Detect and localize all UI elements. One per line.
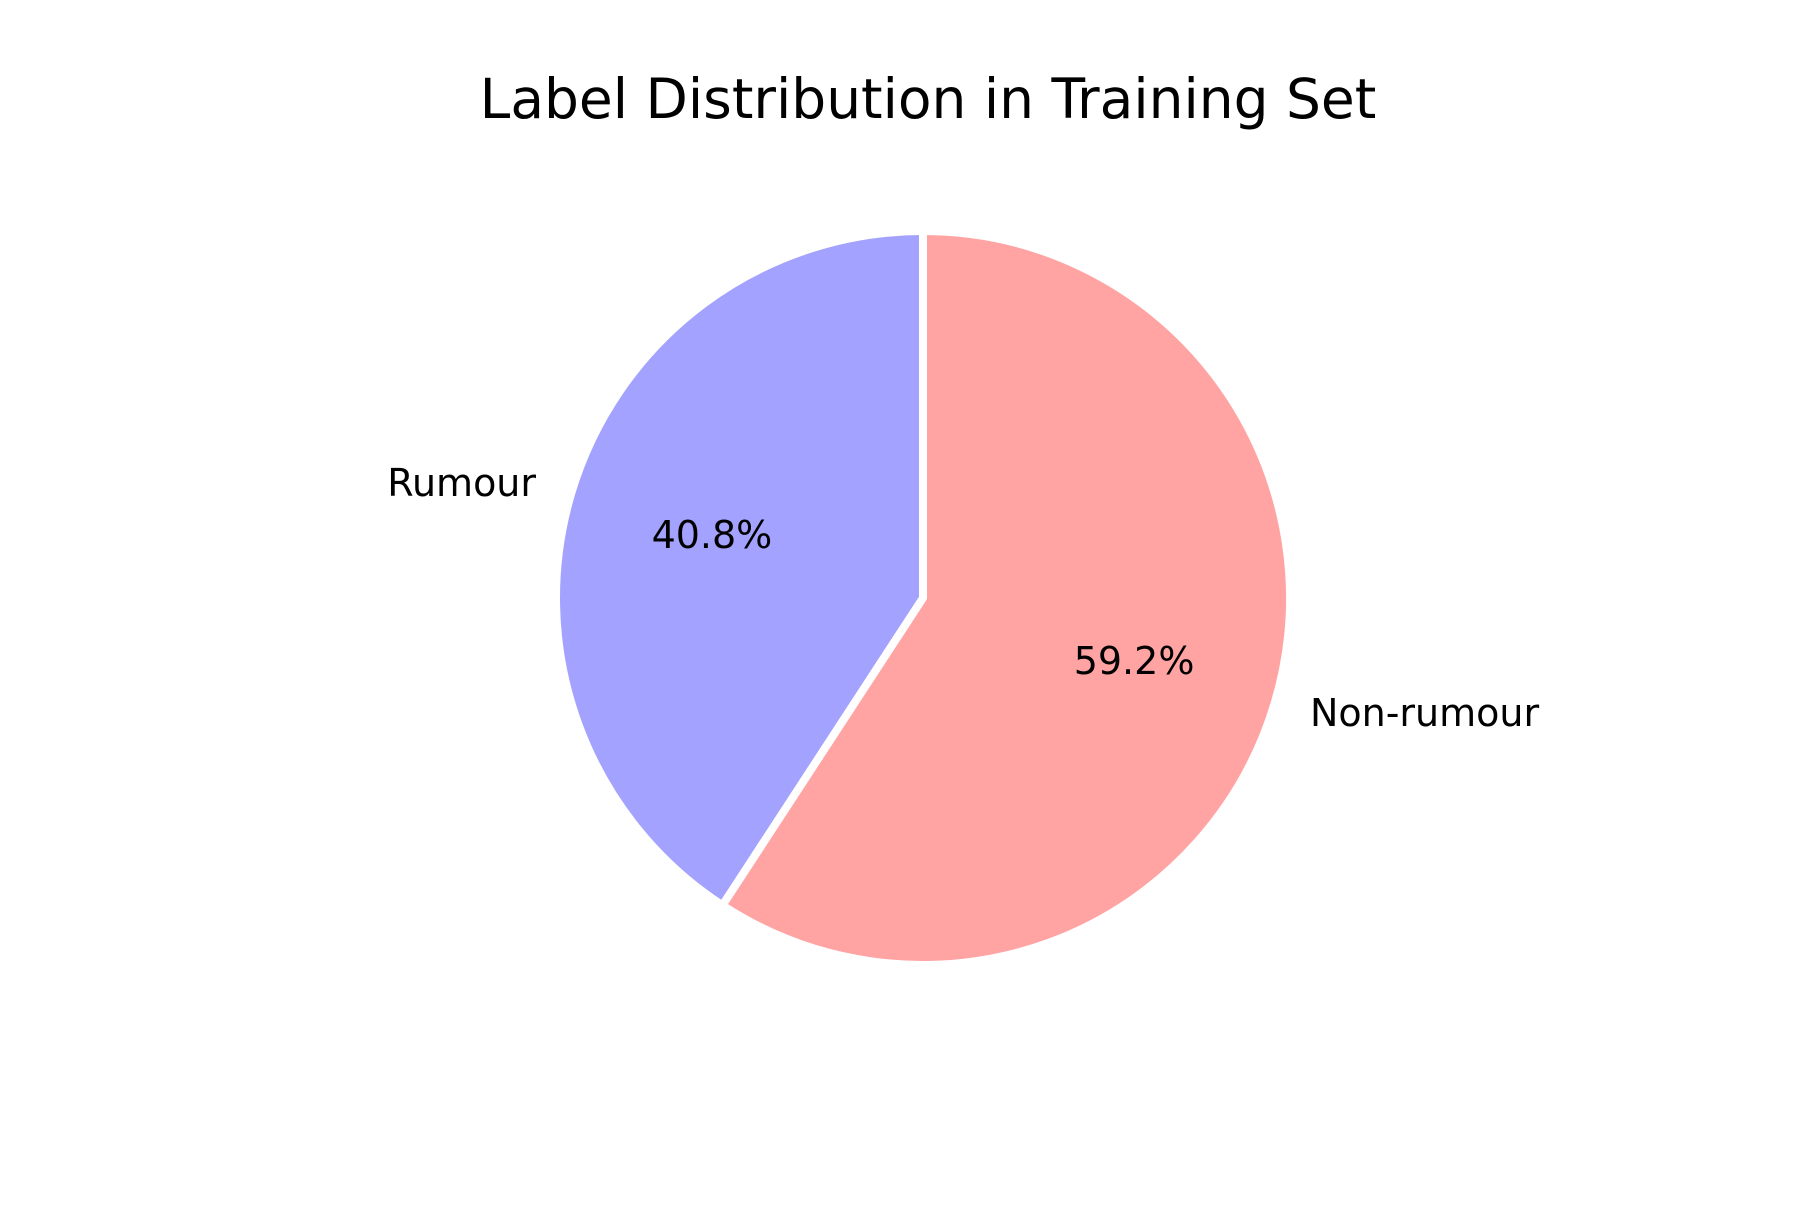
slice-percent-non-rumour: 59.2%: [1074, 639, 1195, 683]
slice-percent-rumour: 40.8%: [652, 513, 773, 557]
slice-label-non-rumour: Non-rumour: [1310, 691, 1540, 735]
slice-label-rumour: Rumour: [387, 461, 536, 505]
chart-title: Label Distribution in Training Set: [480, 67, 1377, 131]
pie-slice-non-rumour: [718, 227, 1294, 969]
